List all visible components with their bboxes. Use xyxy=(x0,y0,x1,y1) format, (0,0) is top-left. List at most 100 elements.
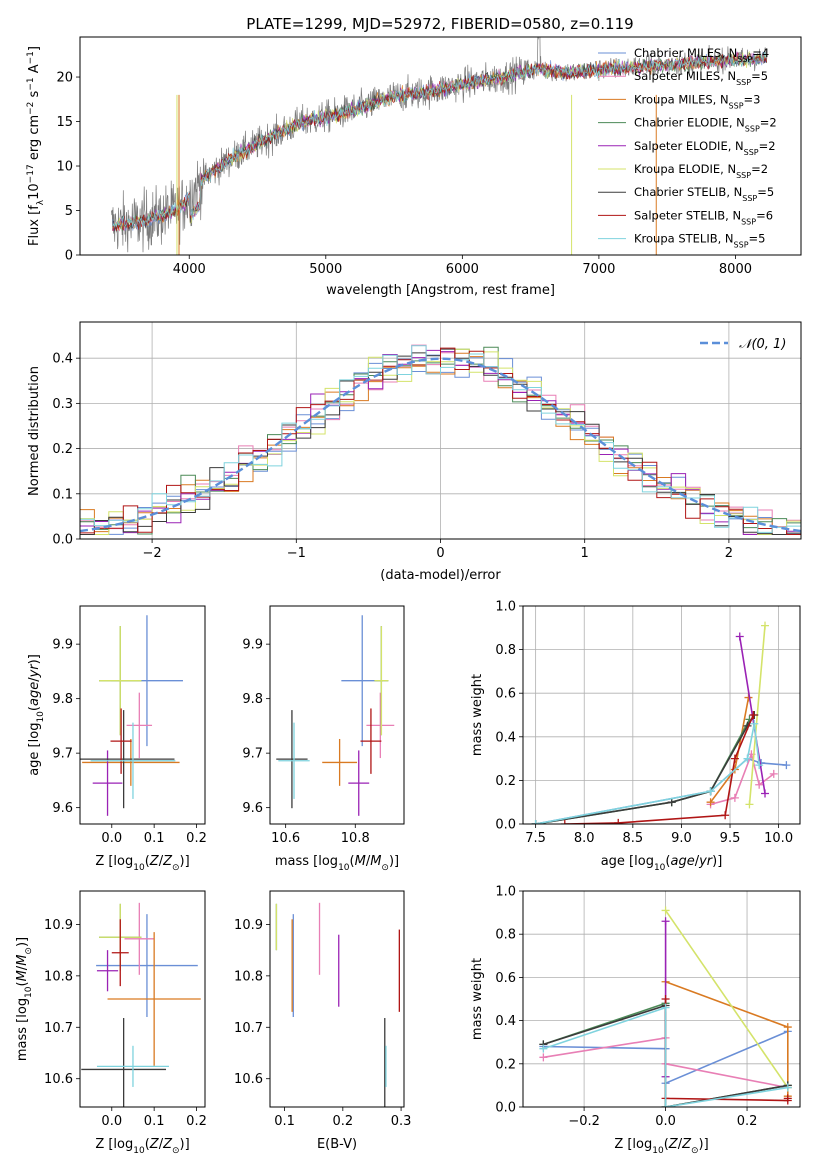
y-tick-label: 0.4 xyxy=(495,1014,516,1029)
legend-entry: Chabrier STELIB, NSSP=5 xyxy=(634,185,774,203)
axes-frame xyxy=(79,605,206,825)
x-axis-label: Z [log10(Z/Z⊙)] xyxy=(95,854,189,873)
weight-series-line xyxy=(564,714,755,824)
x-tick-label: 0.0 xyxy=(101,1114,122,1129)
errorbar-point xyxy=(360,708,382,774)
x-tick-label: −2 xyxy=(143,546,162,561)
histogram-series xyxy=(80,347,801,535)
errorbar-point xyxy=(96,1045,169,1087)
y-axis-label: mass weight xyxy=(470,674,485,756)
weight-point-marker xyxy=(531,820,540,824)
x-axis-label: E(B-V) xyxy=(317,1137,357,1152)
errorbar-point xyxy=(82,738,180,786)
y-tick-label: 9.6 xyxy=(52,801,73,816)
x-tick-label: −1 xyxy=(287,546,306,561)
weight-point-marker xyxy=(560,820,569,824)
errorbar-point xyxy=(110,708,132,774)
panel-age-vs-mass: 10.6 10.8 9.6 9.7 9.8 9.9 mass [log10(M/M⊙)] xyxy=(242,605,405,873)
y-tick-label: 9.7 xyxy=(242,747,263,762)
x-axis-label: (data-model)/error xyxy=(380,568,501,583)
y-tick-label: 10.7 xyxy=(44,1021,73,1036)
weight-point-marker xyxy=(721,811,730,820)
y-tick-label: 0.0 xyxy=(495,818,516,833)
y-tick-label: 0.2 xyxy=(52,442,73,457)
x-axis-label: wavelength [Angstrom, rest frame] xyxy=(326,283,555,298)
y-tick-label: 0 xyxy=(65,249,73,264)
y-tick-label: 0.0 xyxy=(495,1101,516,1116)
y-tick-label: 9.6 xyxy=(242,801,263,816)
legend: Chabrier MILES, NSSP=4 Salpeter MILES, NS… xyxy=(598,46,777,249)
y-tick-label: 0.4 xyxy=(52,352,73,367)
y-tick-label: 0.6 xyxy=(495,687,516,702)
y-tick-label: 10.8 xyxy=(44,969,73,984)
plot-area-spectrum xyxy=(111,37,768,255)
weight-point-marker xyxy=(782,761,791,770)
weight-point-marker xyxy=(539,1044,548,1053)
errorbar-point xyxy=(80,710,175,809)
x-tick-label: 0.0 xyxy=(655,1114,676,1129)
weight-point-marker xyxy=(539,1053,548,1062)
x-tick-label: 0.2 xyxy=(186,831,207,846)
weight-point-marker xyxy=(730,754,739,763)
model-spectrum-line xyxy=(112,53,767,232)
panel-residuals: −2 −1 0 1 2 0.0 0.1 0.2 0.3 0.4 (data-model)/error… xyxy=(27,321,802,583)
x-tick-label: 9.5 xyxy=(720,831,741,846)
plot-area-weight-vs-age xyxy=(531,621,791,824)
y-tick-label: 9.7 xyxy=(52,747,73,762)
weight-point-marker xyxy=(706,798,715,807)
errorbar-point xyxy=(81,1018,167,1107)
axes-frame xyxy=(269,605,405,825)
y-axis-label: mass weight xyxy=(470,958,485,1040)
axes-frame xyxy=(79,321,802,540)
errorbar-point xyxy=(111,919,129,987)
model-spectrum-line xyxy=(112,50,767,230)
weight-point-marker xyxy=(761,621,770,630)
x-tick-label: 8.0 xyxy=(574,831,595,846)
legend-entry: 𝒩(0, 1) xyxy=(739,337,786,352)
weight-point-marker xyxy=(761,789,770,798)
weight-point-marker xyxy=(661,1103,670,1107)
figure-title: PLATE=1299, MJD=52972, FIBERID=0580, z=0… xyxy=(246,15,633,33)
legend-entry: Salpeter MILES, NSSP=5 xyxy=(634,69,768,87)
x-tick-label: 0.0 xyxy=(101,831,122,846)
x-tick-label: 6000 xyxy=(446,262,479,277)
weight-point-marker xyxy=(783,1023,792,1032)
errorbar-point xyxy=(276,710,308,809)
y-tick-label: 10.8 xyxy=(234,969,263,984)
y-tick-label: 20 xyxy=(56,71,73,86)
panel-age-vs-Z: 0.0 0.1 0.2 9.6 9.7 9.8 9.9 Z [log10(Z/Z⊙)] age … xyxy=(27,605,207,873)
weight-series-line xyxy=(543,1006,788,1107)
model-spectrum-line xyxy=(112,51,767,229)
y-tick-label: 1.0 xyxy=(495,600,516,615)
x-axis-label: Z [log10(Z/Z⊙)] xyxy=(614,1137,708,1156)
y-tick-label: 0.6 xyxy=(495,971,516,986)
x-tick-label: 7000 xyxy=(582,262,615,277)
legend-entry: Chabrier ELODIE, NSSP=2 xyxy=(634,116,777,134)
x-tick-label: 0.1 xyxy=(144,831,165,846)
y-axis-label: Flux [fλ10−17 erg cm−2 s−1 A−1] xyxy=(26,46,46,246)
weight-series-line xyxy=(535,719,751,824)
plot-area-age-vs-mass xyxy=(276,615,395,816)
panel-weight-vs-Z: −0.2 0.0 0.2 0.0 0.2 0.4 0.6 0.8 1.0 Z [log10(Z/Z… xyxy=(470,885,801,1156)
weight-point-marker xyxy=(755,780,764,789)
x-tick-label: 10.6 xyxy=(271,831,300,846)
weight-point-marker xyxy=(755,761,764,770)
x-tick-label: 0.2 xyxy=(737,1114,758,1129)
y-tick-label: 10.6 xyxy=(44,1072,73,1087)
errorbar-point xyxy=(96,914,198,1017)
y-tick-label: 10.9 xyxy=(44,918,73,933)
y-axis-label: Normed distribution xyxy=(27,366,42,496)
y-tick-label: 10 xyxy=(56,160,73,175)
y-tick-label: 0.8 xyxy=(495,928,516,943)
plot-area-residuals xyxy=(80,344,801,535)
y-tick-label: 0.2 xyxy=(495,774,516,789)
y-tick-label: 15 xyxy=(56,115,73,130)
errorbar-point xyxy=(124,902,155,975)
plot-area-weight-vs-Z xyxy=(539,906,792,1107)
x-tick-label: −0.2 xyxy=(568,1114,600,1129)
legend-entry: Kroupa ELODIE, NSSP=2 xyxy=(634,162,768,180)
weight-series-line xyxy=(664,909,789,1089)
weight-point-marker xyxy=(661,906,670,915)
x-axis-label: Z [log10(Z/Z⊙)] xyxy=(95,1137,189,1156)
